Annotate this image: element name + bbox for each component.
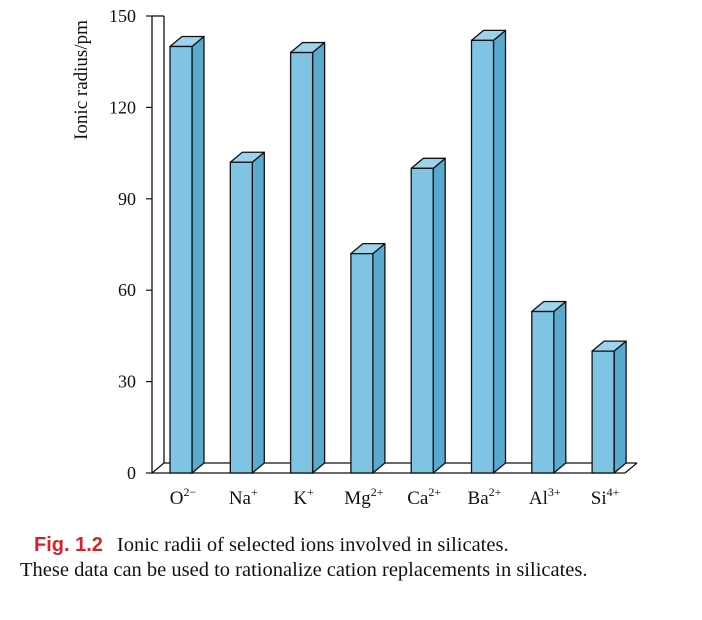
- y-tick-label: 150: [109, 6, 136, 26]
- bars-group: [169, 29, 627, 474]
- bar: [169, 35, 205, 474]
- bar-side-face: [372, 242, 386, 474]
- bar-side-face: [251, 151, 265, 474]
- x-tick-label: Ca2+: [407, 485, 441, 509]
- bar: [410, 157, 446, 474]
- y-tick-label: 30: [118, 372, 136, 392]
- bar: [289, 41, 326, 474]
- bar-front-face: [531, 310, 555, 474]
- x-tick-label: Si4+: [591, 485, 620, 509]
- x-tick-label: Al3+: [529, 485, 561, 509]
- x-tick-labels: O2− Na+ K+ Mg2+ Ca2+ Ba2+ Al3+ Si4+: [170, 485, 620, 509]
- x-tick-label: Ba2+: [468, 485, 502, 509]
- y-tick-label: 0: [127, 463, 136, 483]
- x-tick-label: O2−: [170, 485, 197, 509]
- bar-front-face: [350, 252, 374, 474]
- bar-front-face: [591, 350, 615, 474]
- bar-chart: 0 30 60 90 120 150 Ionic radius/pm O2− Na+ K+ Mg…: [71, 6, 638, 509]
- y-tick-label: 60: [118, 280, 136, 300]
- bar: [531, 300, 567, 474]
- bar-front-face: [410, 167, 434, 474]
- x-tick-label: Mg2+: [344, 485, 383, 509]
- bar-side-face: [492, 29, 507, 474]
- y-axis-label: Ionic radius/pm: [71, 20, 92, 140]
- bar: [591, 340, 627, 474]
- bar-side-face: [432, 157, 446, 474]
- bar-side-face: [553, 300, 567, 474]
- bar: [470, 29, 507, 474]
- bar: [229, 151, 265, 474]
- x-tick-label: Na+: [229, 485, 258, 509]
- caption-text-line1: Ionic radii of selected ions involved in…: [116, 534, 509, 556]
- y-tick-label: 90: [118, 189, 136, 209]
- caption-text-rest: These data can be used to rationalize ca…: [20, 559, 588, 581]
- bar-side-face: [311, 41, 326, 474]
- x-tick-label: K+: [293, 485, 314, 509]
- bar-side-face: [191, 35, 205, 474]
- floor-right-edge: [624, 462, 638, 474]
- bar-front-face: [169, 45, 193, 474]
- bar-front-face: [229, 161, 253, 474]
- bar-side-face: [613, 340, 627, 474]
- bar: [350, 242, 386, 474]
- floor-left-edge: [151, 462, 165, 474]
- y-tick-label: 120: [109, 97, 136, 117]
- y-axis: 0 30 60 90 120 150: [109, 6, 152, 483]
- bar-front-face: [470, 39, 495, 474]
- figure-label: Fig. 1.2: [34, 534, 103, 556]
- figure-caption: Fig. 1.2 Ionic radii of selected ions inv…: [20, 533, 690, 583]
- bar-front-face: [289, 51, 314, 474]
